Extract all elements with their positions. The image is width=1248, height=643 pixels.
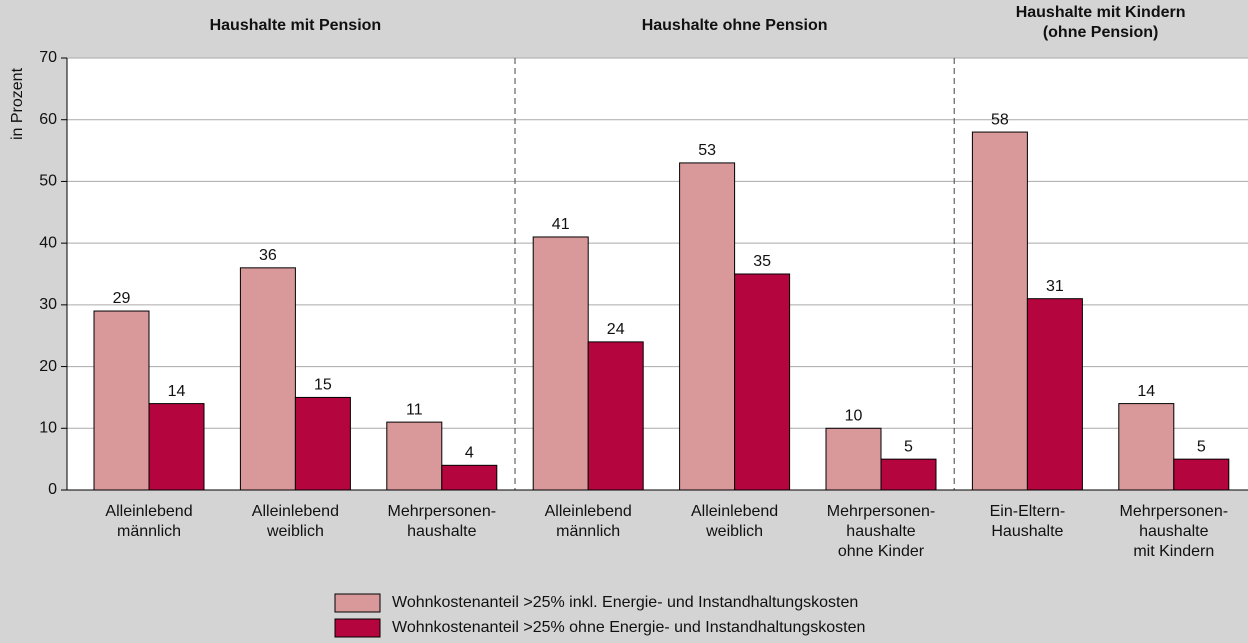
x-tick-label: Alleinlebend: [691, 503, 778, 520]
x-tick-label: mit Kindern: [1133, 543, 1214, 560]
bar: [679, 162, 736, 491]
value-label: 41: [552, 216, 570, 233]
value-label: 14: [1137, 383, 1155, 400]
legend-label: Wohnkostenanteil >25% ohne Energie- und …: [392, 619, 865, 636]
value-label: 11: [406, 401, 423, 418]
value-label: 31: [1046, 278, 1064, 295]
bar: [532, 236, 589, 491]
value-label: 5: [1197, 438, 1206, 455]
y-tick-label: 40: [39, 234, 57, 251]
group-label: Haushalte mit Pension: [210, 17, 382, 34]
x-tick-label: weiblich: [705, 523, 763, 540]
x-tick-label: Mehrpersonen-: [1120, 503, 1229, 520]
group-label: Haushalte ohne Pension: [642, 17, 828, 34]
bar: [1026, 298, 1083, 491]
value-label: 24: [607, 321, 625, 338]
group-label: Haushalte mit Kindern: [1016, 4, 1186, 21]
x-tick-label: haushalte: [1139, 523, 1208, 540]
value-label: 5: [904, 438, 913, 455]
x-tick-label: Alleinlebend: [252, 503, 339, 520]
bar: [825, 427, 882, 491]
bar: [880, 458, 937, 491]
y-tick-label: 30: [39, 296, 57, 313]
x-tick-label: ohne Kinder: [838, 543, 925, 560]
x-tick-label: männlich: [556, 523, 620, 540]
x-tick-label: haushalte: [407, 523, 476, 540]
x-tick-label: männlich: [117, 523, 181, 540]
value-label: 35: [753, 253, 771, 270]
legend-swatch: [334, 593, 381, 613]
x-tick-label: Alleinlebend: [105, 503, 192, 520]
value-label: 53: [698, 142, 716, 159]
value-label: 14: [168, 383, 186, 400]
value-label: 15: [314, 377, 332, 394]
x-tick-label: Mehrpersonen-: [388, 503, 497, 520]
x-tick-label: Haushalte: [991, 523, 1063, 540]
y-tick-label: 20: [39, 358, 57, 375]
bar: [441, 464, 498, 491]
x-tick-label: haushalte: [846, 523, 915, 540]
y-tick-label: 50: [39, 173, 57, 190]
y-axis-label: in Prozent: [9, 67, 26, 140]
value-label: 36: [259, 247, 277, 264]
bar: [971, 131, 1028, 491]
y-tick-label: 60: [39, 111, 57, 128]
y-tick-label: 70: [39, 49, 57, 66]
x-tick-label: Ein-Eltern-: [990, 503, 1066, 520]
x-tick-label: weiblich: [266, 523, 324, 540]
legend-swatch: [334, 618, 381, 638]
bar: [587, 341, 644, 491]
group-label: (ohne Pension): [1043, 24, 1159, 41]
bar: [93, 310, 150, 491]
bar: [1118, 403, 1175, 491]
y-tick-label: 0: [48, 481, 57, 498]
value-label: 10: [845, 408, 863, 425]
value-label: 58: [991, 111, 1009, 128]
bar: [734, 273, 791, 491]
bar: [239, 267, 296, 491]
bar: [386, 421, 443, 491]
bar: [148, 403, 205, 491]
legend-label: Wohnkostenanteil >25% inkl. Energie- und…: [392, 594, 858, 611]
x-tick-label: Alleinlebend: [545, 503, 632, 520]
value-label: 4: [465, 445, 474, 462]
value-label: 29: [113, 290, 131, 307]
y-tick-label: 10: [39, 420, 57, 437]
bar: [294, 396, 351, 491]
bar: [1173, 458, 1230, 491]
x-tick-label: Mehrpersonen-: [827, 503, 936, 520]
